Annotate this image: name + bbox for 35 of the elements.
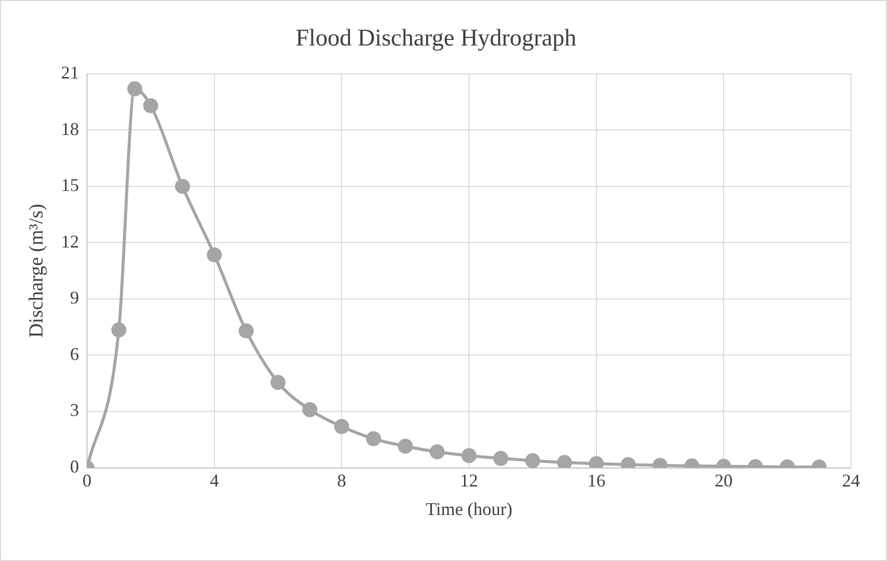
x-tick-label: 4 — [210, 470, 219, 490]
point — [238, 323, 254, 338]
x-tick-label: 0 — [82, 470, 92, 490]
y-tick-label: 15 — [61, 175, 79, 196]
point — [588, 456, 604, 468]
y-tick-label: 12 — [61, 231, 79, 252]
point — [127, 81, 142, 96]
point — [462, 448, 476, 464]
point — [206, 247, 222, 262]
x-tick-label: 24 — [842, 470, 860, 490]
point — [302, 402, 318, 418]
point — [430, 444, 445, 460]
chart-title: Flood Discharge Hydrograph — [296, 26, 576, 52]
x-tick-label: 8 — [337, 470, 346, 490]
point — [270, 374, 286, 390]
point — [111, 322, 126, 338]
point — [366, 431, 381, 446]
x-tick-label: 12 — [460, 470, 478, 490]
y-tick-label: 21 — [61, 62, 79, 83]
x-tick-label: 20 — [714, 470, 733, 490]
point — [557, 455, 572, 468]
y-tick-label: 9 — [70, 288, 79, 308]
y-tick-label: 3 — [70, 400, 79, 420]
y-axis-title: Discharge (m³/s) — [25, 204, 48, 338]
y-tick-label: 0 — [70, 456, 79, 477]
point — [493, 450, 508, 466]
y-tick-label: 6 — [70, 344, 79, 364]
point — [175, 178, 190, 194]
x-axis-title: Time (hour) — [426, 498, 512, 519]
point — [334, 419, 350, 434]
y-tick-label: 18 — [61, 118, 79, 139]
x-tick-label: 16 — [587, 470, 606, 490]
point — [398, 438, 413, 454]
point — [143, 98, 158, 114]
point — [525, 453, 540, 468]
